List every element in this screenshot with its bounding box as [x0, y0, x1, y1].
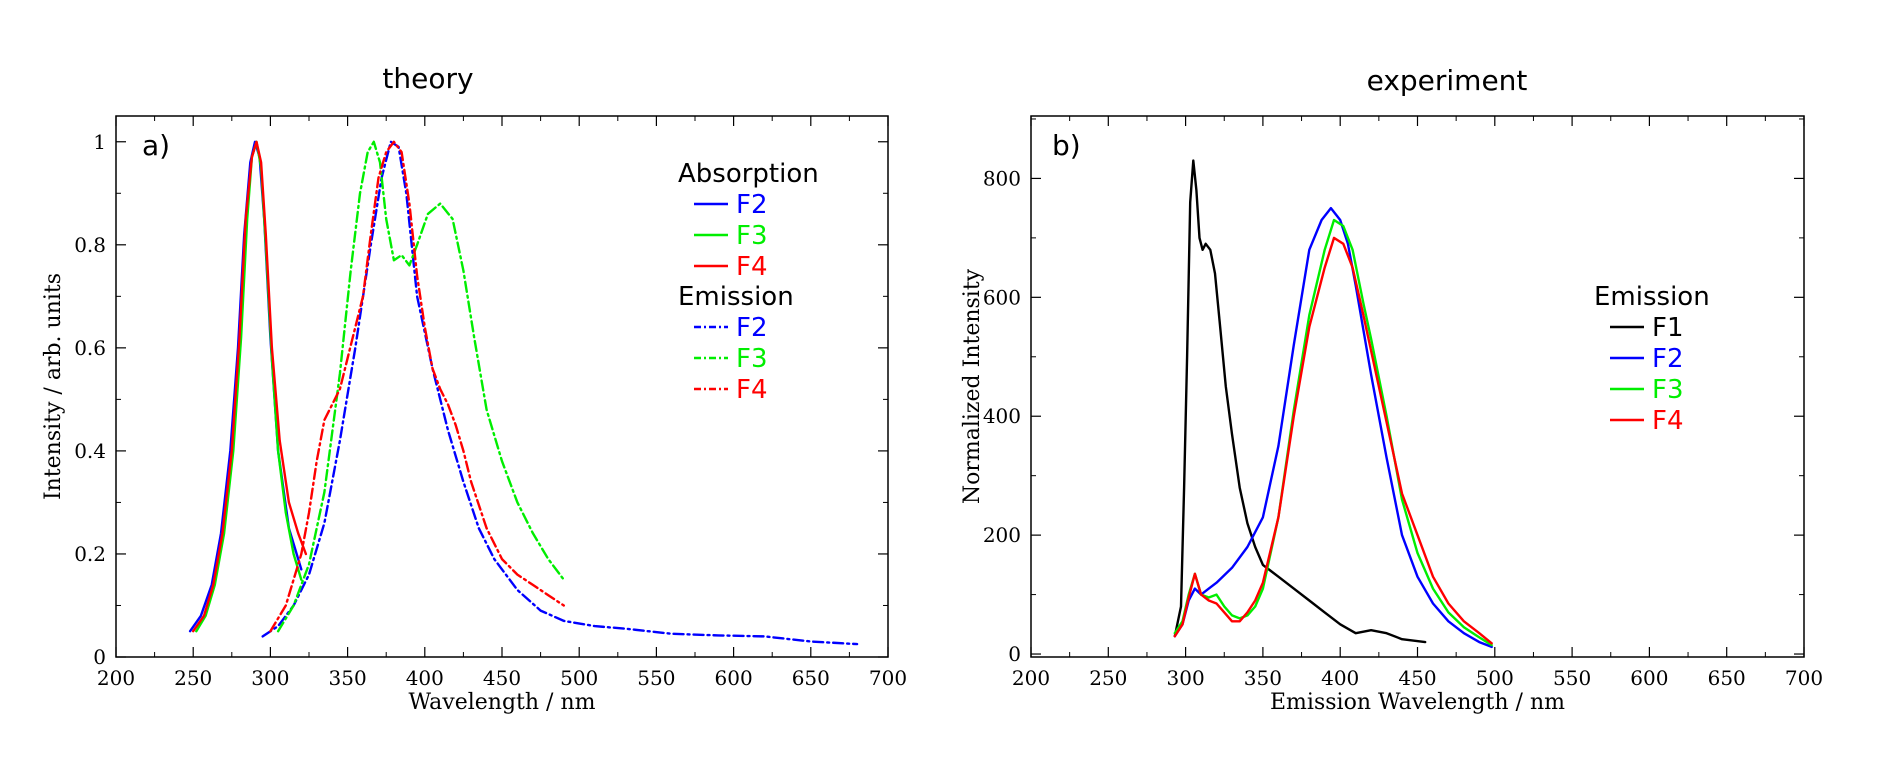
x-tick-label: 500: [1476, 666, 1514, 690]
legend-label: F1: [1652, 313, 1684, 343]
x-tick-label: 600: [715, 666, 753, 690]
y-tick-label: 0.8: [74, 233, 106, 257]
series-line-emission-f4: [1173, 236, 1493, 645]
x-tick-label: 700: [869, 666, 907, 690]
legend-label: F2: [736, 313, 768, 343]
plot-frame: [115, 115, 889, 658]
y-tick-label: 600: [983, 285, 1021, 309]
y-axis-label: Normalized Intensity: [960, 268, 985, 504]
x-tick-label: 550: [637, 666, 675, 690]
panel-theory: theory 200 250 300 350 400 450 500 550 600 650 700 0…: [41, 62, 907, 715]
x-tick-label: 400: [1321, 666, 1359, 690]
legend-label: F2: [1652, 344, 1684, 374]
y-tick-label: 0.2: [74, 542, 106, 566]
legend-label: F3: [1652, 375, 1684, 405]
legend-label: F2: [736, 190, 768, 220]
x-tick-label: 650: [1708, 666, 1746, 690]
legend-label: F4: [736, 252, 768, 282]
series-line-emission-f2: [261, 140, 859, 646]
panel-label: b): [1052, 129, 1081, 162]
series-line-emission-f1: [1173, 159, 1427, 644]
x-tick-label: 450: [1398, 666, 1436, 690]
chart-title: experiment: [1367, 64, 1528, 97]
y-tick-label: 1: [93, 130, 106, 154]
y-tick-label: 800: [983, 166, 1021, 190]
x-tick-label: 200: [1012, 666, 1050, 690]
x-tick-label: 350: [329, 666, 367, 690]
y-tick-label: 400: [983, 404, 1021, 428]
series-line-emission-f4: [269, 140, 565, 633]
series-line-emission-f2: [1173, 206, 1493, 649]
x-tick-label: 600: [1630, 666, 1668, 690]
x-tick-label: 350: [1244, 666, 1282, 690]
y-tick-label: 200: [983, 523, 1021, 547]
x-tick-label: 250: [1089, 666, 1127, 690]
x-axis-label: Wavelength / nm: [408, 690, 595, 715]
chart-title: theory: [382, 62, 473, 95]
x-tick-label: 300: [251, 666, 289, 690]
legend-heading: Emission: [1594, 282, 1710, 312]
legend-heading: Absorption: [678, 159, 819, 189]
series-line-emission-f3: [276, 140, 565, 633]
x-tick-label: 200: [97, 666, 135, 690]
x-axis-label: Emission Wavelength / nm: [1270, 690, 1565, 715]
legend-label: F3: [736, 221, 768, 251]
legend-heading: Emission: [678, 282, 794, 312]
y-tick-label: 0: [1008, 642, 1021, 666]
y-tick-label: 0: [93, 645, 106, 669]
series-line-absorption-f4: [191, 140, 308, 633]
panel-experiment: experiment 200 250 300 350 400 450 500 550 600 650…: [960, 64, 1823, 715]
x-tick-label: 300: [1167, 666, 1205, 690]
x-tick-label: 500: [560, 666, 598, 690]
panel-label: a): [142, 129, 170, 162]
series-line-absorption-f3: [195, 140, 303, 633]
legend-label: F3: [736, 344, 768, 374]
legend-label: F4: [736, 375, 768, 405]
legend-label: F4: [1652, 406, 1684, 436]
y-tick-label: 0.6: [74, 336, 106, 360]
y-tick-label: 0.4: [74, 439, 106, 463]
x-tick-label: 650: [792, 666, 830, 690]
x-tick-label: 700: [1785, 666, 1823, 690]
x-tick-label: 250: [174, 666, 212, 690]
y-axis-label: Intensity / arb. units: [41, 273, 66, 500]
x-tick-label: 550: [1553, 666, 1591, 690]
x-tick-label: 450: [483, 666, 521, 690]
series-line-emission-f3: [1173, 218, 1493, 647]
x-tick-label: 400: [406, 666, 444, 690]
